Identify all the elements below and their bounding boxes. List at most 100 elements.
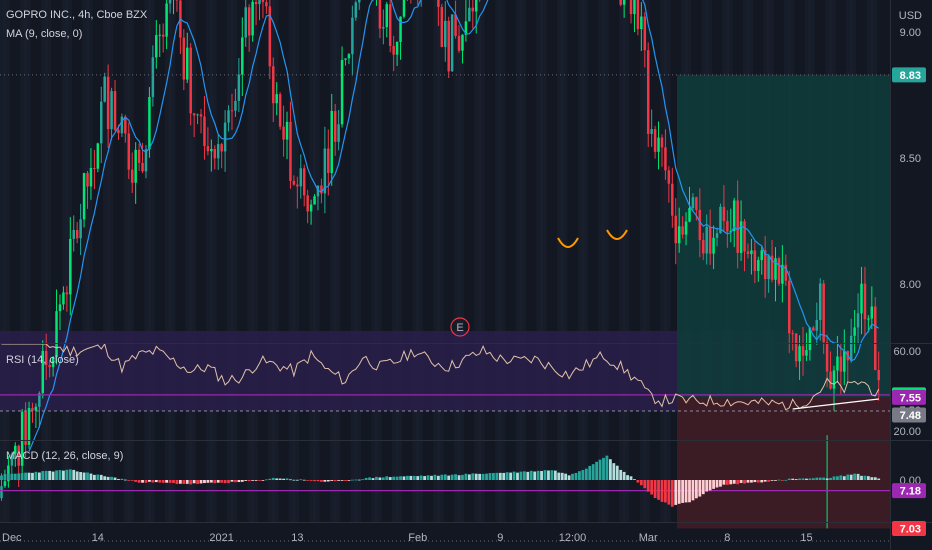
- macd-bar: [99, 474, 103, 480]
- candle: [155, 20, 158, 69]
- price-badge: [892, 483, 926, 499]
- candle-body: [399, 16, 402, 42]
- session-stripe: [519, 0, 527, 522]
- candle: [247, 4, 251, 52]
- macd-bar: [110, 476, 113, 480]
- pattern-annotation[interactable]: [606, 229, 628, 240]
- candle-body: [227, 110, 230, 123]
- price-badge: [892, 407, 926, 423]
- macd-bar: [381, 477, 385, 480]
- candle: [392, 35, 395, 72]
- macd-bar: [430, 475, 433, 480]
- macd-bar: [282, 478, 285, 480]
- candle: [289, 101, 292, 189]
- macd-bar: [588, 465, 592, 480]
- macd-bar: [237, 480, 241, 483]
- macd-bar: [113, 477, 117, 480]
- candle-body: [843, 351, 846, 372]
- macd-bar: [677, 480, 681, 504]
- candle: [89, 148, 93, 200]
- macd-bar: [326, 480, 330, 482]
- candle-body: [62, 292, 65, 305]
- candle-body: [674, 215, 677, 244]
- candle-body: [79, 219, 82, 239]
- candle: [100, 86, 103, 164]
- macd-bar: [605, 455, 609, 480]
- session-stripe: [3, 0, 11, 522]
- candle-body: [640, 16, 643, 30]
- pattern-annotation[interactable]: [557, 237, 579, 248]
- macd-bar: [227, 480, 230, 484]
- candle: [268, 0, 272, 80]
- candle: [244, 0, 247, 47]
- candle-body: [100, 101, 103, 144]
- candle-body: [829, 371, 832, 389]
- session-stripe: [560, 0, 568, 522]
- macd-bar: [402, 476, 406, 480]
- candle: [213, 145, 217, 170]
- candle: [7, 456, 10, 488]
- candle-body: [189, 47, 192, 114]
- candle-body: [148, 96, 151, 150]
- macd-bar: [206, 480, 210, 483]
- candle: [378, 0, 382, 39]
- candle: [657, 121, 660, 170]
- main-legend: GOPRO INC., 4h, Cboe BZX: [6, 9, 148, 21]
- candle-body: [272, 66, 275, 104]
- candle: [55, 289, 58, 365]
- macd-bar: [440, 474, 444, 480]
- candle-body: [309, 204, 313, 212]
- macd-bar: [492, 472, 495, 480]
- candle: [168, 0, 172, 14]
- macd-bar: [615, 465, 619, 480]
- macd-bar: [395, 476, 399, 480]
- macd-bar: [509, 472, 513, 480]
- time-axis[interactable]: Dec 14 2021 13 Feb 9 12:00 Mar 8 15: [2, 532, 813, 544]
- currency-label: USD: [899, 10, 922, 22]
- macd-bar: [794, 479, 798, 480]
- macd-bar: [849, 474, 853, 480]
- candle-body: [770, 255, 774, 280]
- candle: [794, 333, 798, 368]
- macd-bar: [141, 480, 144, 483]
- time-tick-label: 12:00: [559, 532, 587, 544]
- macd-bar: [571, 473, 574, 480]
- candle: [643, 12, 647, 68]
- candle: [832, 365, 836, 411]
- candle-body: [89, 167, 93, 187]
- macd-bar: [815, 477, 819, 480]
- macd-bar: [20, 473, 24, 480]
- macd-bar: [512, 471, 516, 480]
- candle: [461, 34, 464, 64]
- candle-body: [86, 173, 89, 187]
- candle-body: [330, 110, 333, 173]
- session-stripe: [312, 0, 320, 522]
- rsi-divergence-line[interactable]: [792, 398, 879, 410]
- candle-body: [106, 76, 110, 130]
- macd-bar: [822, 477, 826, 480]
- macd-bar: [185, 480, 189, 484]
- macd-bar: [48, 470, 52, 480]
- macd-bar: [178, 480, 182, 484]
- macd-bar: [753, 480, 757, 483]
- macd-bar: [223, 480, 227, 484]
- candle-body: [444, 20, 447, 47]
- candle: [230, 93, 234, 130]
- macd-bar: [127, 480, 131, 481]
- macd-bar: [574, 472, 578, 480]
- candle: [261, 0, 265, 19]
- candle: [210, 139, 213, 172]
- candle: [285, 111, 289, 160]
- candle: [739, 200, 743, 261]
- candle-body: [760, 250, 763, 261]
- candle: [103, 72, 106, 103]
- macd-bar: [667, 480, 671, 505]
- candle: [691, 193, 695, 211]
- macd-bar: [65, 469, 69, 480]
- candle-body: [247, 7, 251, 36]
- candle: [216, 134, 220, 170]
- session-stripe: [230, 0, 238, 522]
- earnings-marker[interactable]: [450, 317, 470, 337]
